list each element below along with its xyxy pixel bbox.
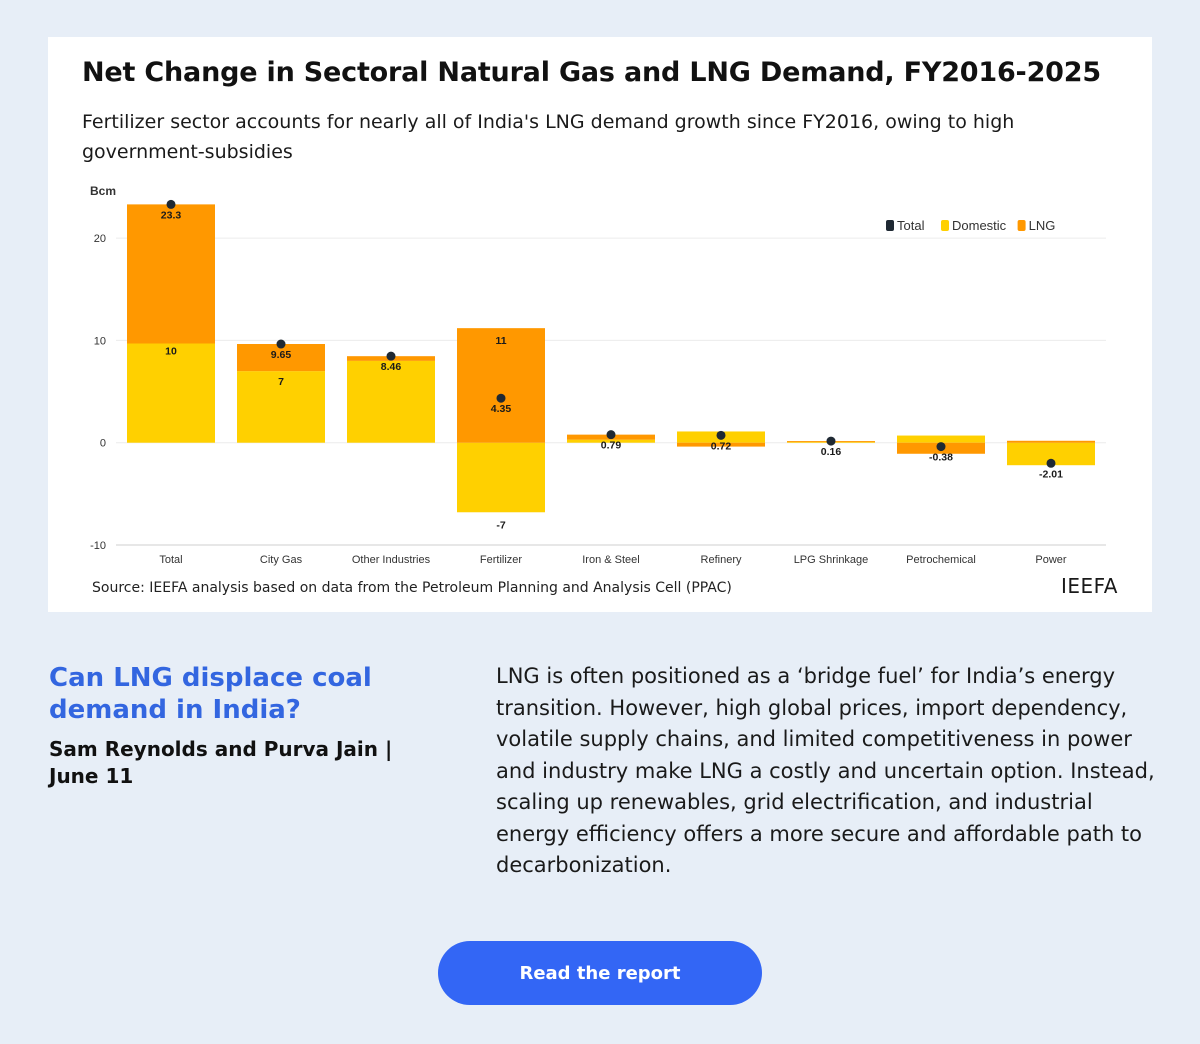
article-title[interactable]: Can LNG displace coal demand in India? bbox=[49, 663, 372, 725]
bar-domestic bbox=[347, 360, 435, 443]
y-tick-label: 10 bbox=[94, 335, 106, 347]
read-report-button[interactable]: Read the report bbox=[438, 941, 762, 1005]
x-tick-label: Total bbox=[159, 554, 182, 566]
chart-subtitle: Fertilizer sector accounts for nearly al… bbox=[82, 111, 1015, 163]
bar-chart: Bcm -10 0 10 20 Total City Gas Other Industries… bbox=[90, 184, 1106, 566]
data-label: -2.01 bbox=[1039, 468, 1063, 480]
bar-domestic bbox=[237, 371, 325, 443]
bar-lng bbox=[677, 442, 765, 447]
bar-domestic bbox=[567, 439, 655, 443]
chart-title: Net Change in Sectoral Natural Gas and L… bbox=[82, 57, 1101, 88]
data-label: 11 bbox=[495, 335, 506, 347]
data-label: -0.38 bbox=[929, 452, 953, 464]
chart-card: Net Change in Sectoral Natural Gas and L… bbox=[48, 37, 1152, 612]
total-point bbox=[606, 430, 616, 440]
y-axis-label: Bcm bbox=[90, 184, 116, 198]
x-tick-label: Iron & Steel bbox=[582, 554, 639, 566]
data-label: -7 bbox=[496, 519, 505, 531]
total-point bbox=[936, 442, 946, 452]
total-point bbox=[386, 351, 396, 361]
data-label: 10 bbox=[165, 345, 177, 357]
y-tick-label: 0 bbox=[100, 438, 106, 450]
x-tick-label: City Gas bbox=[260, 554, 303, 566]
x-tick-label: Fertilizer bbox=[480, 554, 523, 566]
total-point bbox=[276, 339, 286, 349]
data-label: 8.46 bbox=[381, 361, 402, 373]
x-tick-label: Other Industries bbox=[352, 554, 431, 566]
x-tick-label: Petrochemical bbox=[906, 554, 976, 566]
bar-domestic bbox=[127, 343, 215, 443]
legend-swatch-domestic bbox=[941, 220, 949, 231]
bar-lng bbox=[457, 328, 545, 443]
data-label: 23.3 bbox=[161, 209, 182, 221]
bar-lng bbox=[237, 344, 325, 372]
x-tick-label: LPG Shrinkage bbox=[794, 554, 869, 566]
y-tick-label: -10 bbox=[90, 540, 106, 552]
data-label: 0.16 bbox=[821, 446, 842, 458]
y-tick-label: 20 bbox=[94, 233, 106, 245]
legend-label-domestic: Domestic bbox=[952, 218, 1007, 233]
bar-domestic bbox=[1007, 442, 1095, 466]
total-point bbox=[1046, 458, 1056, 468]
data-label: 0.72 bbox=[711, 440, 732, 452]
bar-lng bbox=[1007, 440, 1095, 443]
brand-logo-text: IEEFA bbox=[1060, 574, 1118, 598]
article-byline: Sam Reynolds and Purva Jain | June 11 bbox=[49, 737, 393, 788]
bar-lng bbox=[127, 204, 215, 344]
bar-domestic bbox=[457, 442, 545, 513]
x-tick-label: Refinery bbox=[701, 554, 742, 566]
total-point bbox=[166, 199, 176, 209]
total-point bbox=[826, 436, 836, 446]
x-tick-label: Power bbox=[1035, 554, 1067, 566]
data-label: 7 bbox=[278, 376, 284, 388]
total-point bbox=[716, 430, 726, 440]
legend-swatch-lng bbox=[1017, 220, 1026, 231]
legend-swatch-total bbox=[886, 220, 894, 231]
chart-source: Source: IEEFA analysis based on data fro… bbox=[92, 580, 732, 596]
article-body: LNG is often positioned as a ‘bridge fue… bbox=[496, 664, 1155, 877]
legend-label-total: Total bbox=[897, 218, 925, 233]
bar-domestic bbox=[897, 435, 985, 443]
legend-label-lng: LNG bbox=[1029, 218, 1056, 233]
total-point bbox=[496, 393, 506, 403]
data-label: 0.79 bbox=[601, 440, 622, 452]
data-label: 9.65 bbox=[271, 349, 292, 361]
data-label: 4.35 bbox=[491, 403, 512, 415]
